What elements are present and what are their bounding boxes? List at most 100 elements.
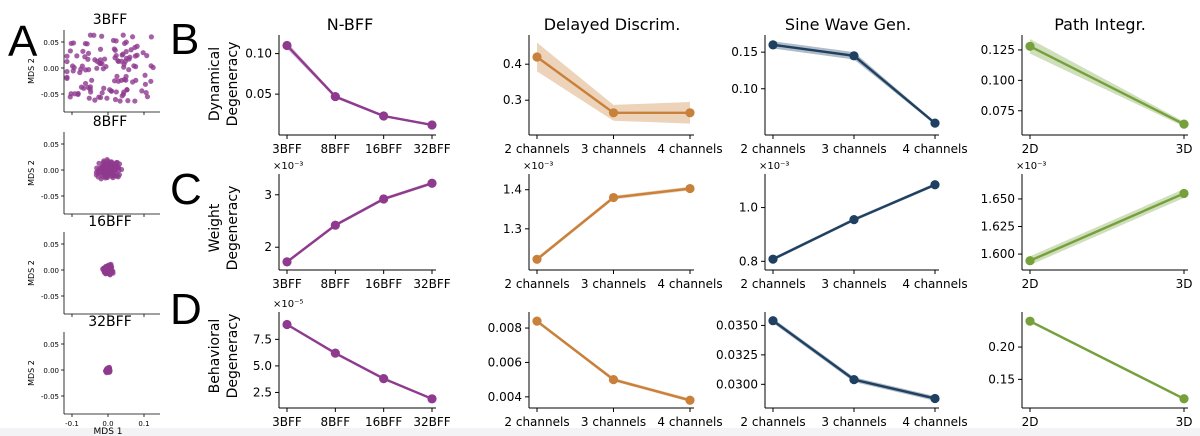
mds-point: [104, 161, 110, 168]
y-tick-label: 0.0350: [716, 318, 758, 332]
x-tick-label: 16BFF: [365, 415, 402, 429]
x-tick-label: 2D: [1022, 415, 1039, 429]
mds-panel-32BFF: 32BFF 0.05 0.00 -0.05 MDS 2 -0.1 0.0 0.1: [27, 314, 160, 428]
column-title-sine: Sine Wave Gen.: [785, 15, 911, 34]
mds-panel-16BFF: 16BFF 0.05 0.00 -0.05 MDS 2: [27, 214, 160, 317]
mds-point: [120, 91, 127, 97]
mds-point: [71, 64, 77, 71]
mds-point: [97, 46, 104, 52]
mds-panels: 3BFF 0.05 0.00 -0.05 MDS 2 8BFF 0.05 0.00 -0.05 M…: [27, 12, 160, 428]
y-tick-label: 0.3: [503, 93, 522, 107]
mds-panel-title: 8BFF: [93, 114, 128, 130]
chart-0-0: 0.05 0.10 3BFF 8BFF 16BFF 32BFF: [245, 35, 451, 156]
y-tick-label: 0.05: [245, 87, 272, 101]
mds-point: [120, 51, 126, 57]
x-tick-label: 32BFF: [413, 277, 450, 291]
y-tick-label: 5.0: [253, 359, 272, 373]
mds-y-tick-label: -0.05: [41, 193, 59, 201]
data-point: [1025, 316, 1035, 326]
data-point: [930, 393, 940, 404]
mds-point: [84, 41, 90, 47]
data-point: [427, 120, 437, 130]
x-tick-label: 2 channels: [740, 415, 805, 429]
row-label-dynamical-line1: Dynamical: [207, 47, 223, 121]
y-tick-label: 0.10: [245, 47, 272, 61]
data-point: [330, 348, 340, 358]
data-point: [379, 374, 389, 384]
x-tick-label: 16BFF: [365, 277, 402, 291]
y-tick-label: 1.650: [981, 192, 1015, 206]
y-tick-label: 1.4: [503, 183, 522, 197]
data-point: [768, 316, 778, 326]
data-point: [608, 192, 619, 203]
mds-point: [64, 68, 70, 75]
data-point: [685, 108, 695, 118]
chart-2-0: 2.5 5.0 7.5 3BFF 8BFF 16BFF 32BFF ×10⁻⁵: [253, 299, 451, 429]
data-point: [1179, 188, 1189, 199]
mds-point: [148, 34, 154, 40]
mds-point: [81, 85, 87, 91]
chart-1-3: 1.600 1.625 1.650 2D 3D ×10⁻³: [981, 161, 1193, 291]
mds-point: [132, 98, 138, 104]
mds-point: [112, 96, 119, 103]
mds-ylabel: MDS 2: [27, 58, 36, 84]
series-line: [286, 323, 433, 400]
data-point: [685, 183, 695, 194]
y-tick-label: 0.10: [731, 82, 758, 96]
y-tick-label: 0.20: [988, 340, 1015, 354]
x-tick-label: 3BFF: [272, 142, 302, 156]
mds-point: [122, 40, 128, 47]
mds-point: [94, 65, 100, 71]
y-tick-label: 0.004: [488, 390, 522, 404]
data-point: [330, 220, 340, 230]
series-line: [286, 182, 433, 263]
mds-point: [92, 57, 98, 63]
x-tick-label: 32BFF: [413, 415, 450, 429]
mds-point: [64, 53, 70, 59]
data-point: [532, 316, 542, 326]
y-tick-label: 0.4: [503, 57, 522, 71]
y-tick-label: 1.0: [739, 201, 758, 215]
mds-point: [142, 72, 148, 78]
mds-y-tick-label: -0.05: [41, 91, 59, 99]
mds-point: [134, 43, 140, 49]
mds-point: [102, 56, 108, 62]
mds-point: [150, 64, 156, 71]
mds-point: [104, 157, 110, 163]
mds-x-tick-label: -0.1: [65, 420, 79, 428]
data-point: [685, 395, 695, 405]
mds-point: [99, 90, 105, 96]
row-label-weight-line1: Weight: [207, 203, 223, 252]
mds-point: [77, 69, 83, 76]
column-title-nbff: N-BFF: [327, 15, 374, 34]
data-point: [427, 178, 437, 188]
panel-letter-b: B: [170, 15, 199, 64]
y-tick-label: 0.0300: [716, 377, 758, 391]
row-label-dynamical: Dynamical Degeneracy: [207, 42, 241, 127]
mds-point: [128, 47, 134, 53]
mds-point: [101, 269, 107, 276]
series-line: [1029, 320, 1185, 400]
x-tick-label: 2 channels: [504, 415, 569, 429]
x-tick-label: 4 channels: [657, 415, 722, 429]
mds-point: [64, 75, 70, 81]
mds-point: [104, 368, 110, 374]
mds-point: [125, 98, 131, 104]
x-tick-label: 3 channels: [821, 415, 886, 429]
mds-point: [96, 160, 102, 166]
row-label-weight: Weight Degeneracy: [207, 186, 241, 271]
x-tick-label: 3 channels: [821, 277, 886, 291]
mds-panel-title: 32BFF: [88, 314, 132, 330]
mds-point: [113, 89, 119, 95]
x-tick-label: 3 channels: [821, 142, 886, 156]
data-point: [1025, 256, 1035, 266]
data-point: [1179, 394, 1189, 404]
y-tick-label: 0.15: [731, 45, 758, 59]
mds-point: [112, 161, 118, 167]
mds-point: [91, 32, 97, 38]
mds-point: [82, 54, 88, 60]
column-title-delayed: Delayed Discrim.: [544, 15, 681, 34]
mds-point: [70, 40, 77, 46]
mds-point: [143, 90, 149, 96]
